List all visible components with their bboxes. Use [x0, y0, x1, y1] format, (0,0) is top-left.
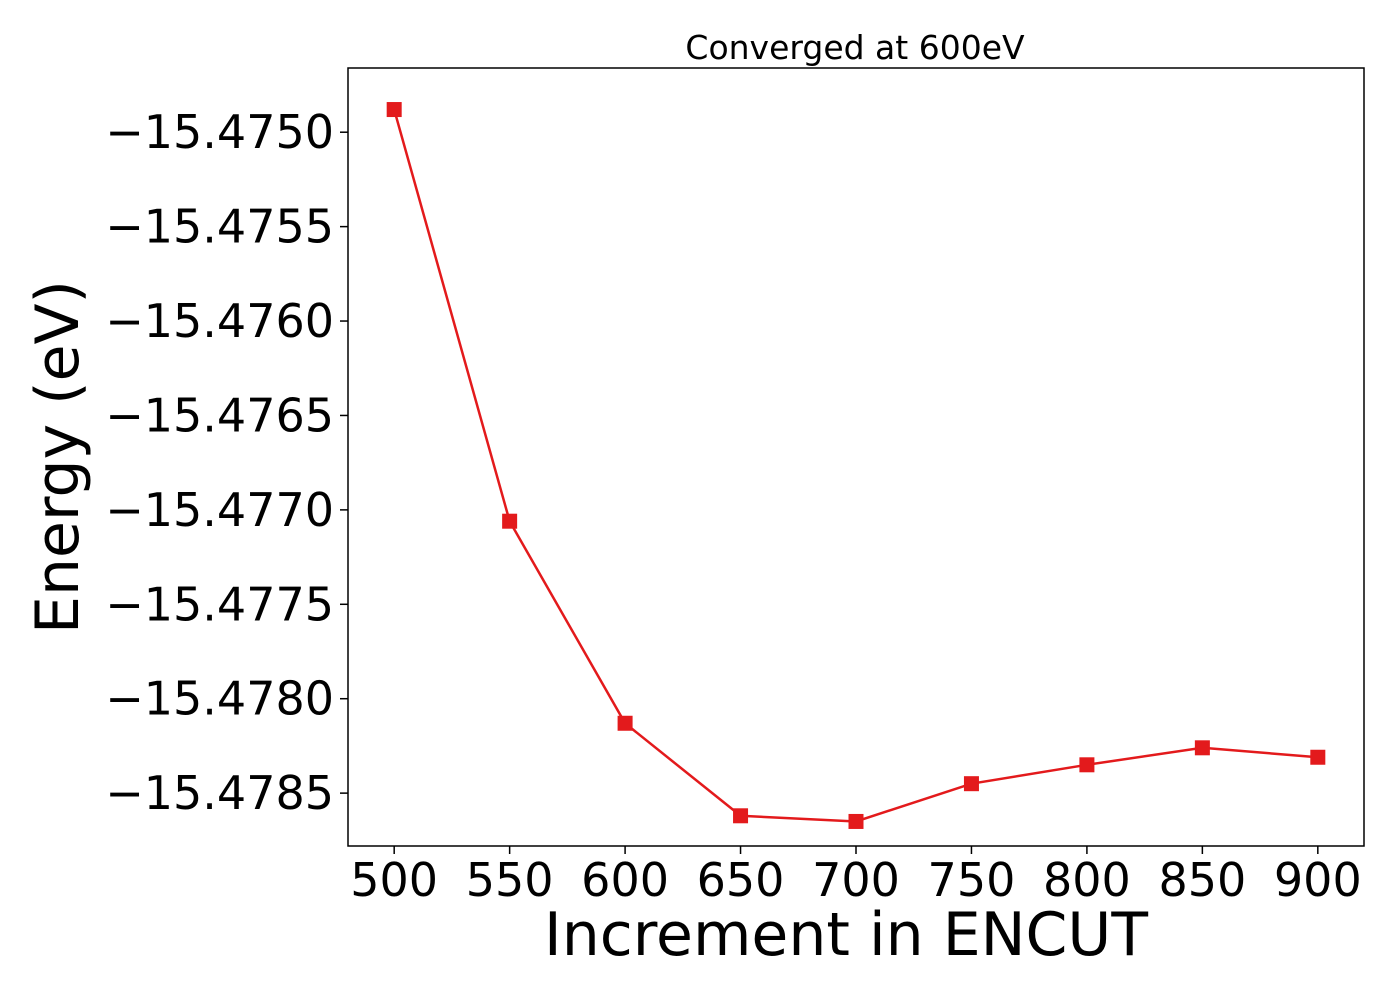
data-point	[1079, 757, 1095, 773]
y-tick-label: −15.4785	[105, 766, 334, 820]
x-tick-label: 750	[928, 853, 1016, 907]
y-tick-label: −15.4760	[105, 294, 334, 348]
y-tick-label: −15.4775	[105, 577, 334, 631]
x-tick-label: 800	[1043, 853, 1131, 907]
data-point	[733, 808, 749, 824]
x-axis-title: Increment in ENCUT	[544, 900, 1148, 970]
y-tick-label: −15.4755	[105, 200, 334, 254]
plot-frame	[347, 67, 1365, 847]
x-tick-label: 600	[581, 853, 669, 907]
data-series	[386, 102, 1326, 829]
y-tick-label: −15.4750	[105, 105, 334, 159]
series-line	[392, 109, 1318, 823]
data-point	[1194, 740, 1210, 756]
y-axis: −15.4750 −15.4755 −15.4760 −15.4765 −15.4770…	[105, 105, 348, 820]
chart-title: Converged at 600eV	[685, 28, 1025, 67]
y-axis-title: Energy (eV)	[23, 280, 93, 634]
x-axis: 500 550 600 650 700 750 800 850 900	[350, 846, 1362, 907]
data-point	[386, 102, 402, 118]
x-tick-label: 900	[1274, 853, 1362, 907]
data-point	[1310, 749, 1326, 765]
x-tick-label: 500	[350, 853, 438, 907]
data-point	[617, 715, 633, 731]
data-point	[502, 513, 518, 529]
y-tick-label: −15.4780	[105, 672, 334, 726]
x-tick-label: 850	[1158, 853, 1246, 907]
y-tick-label: −15.4770	[105, 483, 334, 537]
data-point	[848, 813, 864, 829]
data-point	[963, 776, 979, 792]
x-tick-label: 550	[466, 853, 554, 907]
x-tick-label: 700	[812, 853, 900, 907]
x-tick-label: 650	[697, 853, 785, 907]
y-tick-label: −15.4765	[105, 388, 334, 442]
